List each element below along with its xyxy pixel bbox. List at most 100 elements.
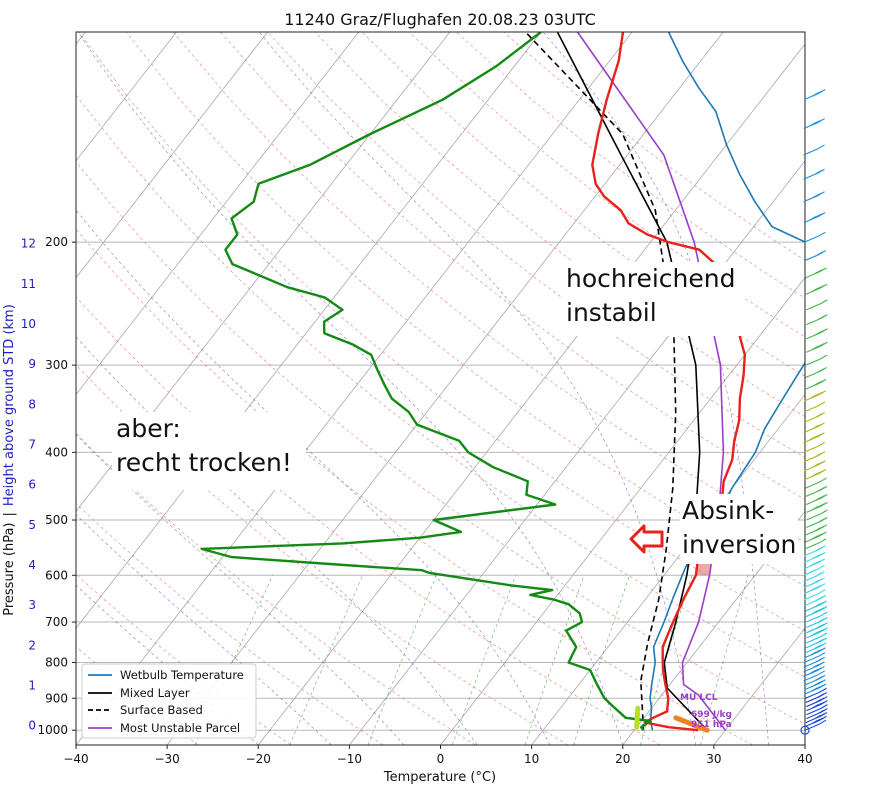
plot-frame	[75, 31, 806, 746]
x-tick-label: 10	[524, 752, 539, 766]
legend-label-most-unstable: Most Unstable Parcel	[120, 721, 240, 735]
x-tick-label: −10	[337, 752, 362, 766]
isotherm-line	[166, 32, 724, 745]
chart-series	[200, 32, 805, 732]
dry-adiabat	[76, 503, 384, 745]
wind-barb	[804, 594, 827, 606]
wind-barb	[804, 469, 827, 481]
chart-title: 11240 Graz/Flughafen 20.08.23 03UTC	[284, 10, 596, 29]
wind-barb	[803, 670, 825, 682]
isotherm-line	[76, 32, 633, 745]
wind-barb	[806, 517, 828, 529]
wind-barb	[806, 341, 828, 353]
wind-barb	[803, 441, 825, 453]
pressure-tick-label: 1000	[37, 723, 68, 737]
height-tick-label: 8	[28, 397, 36, 411]
wind-barb	[803, 583, 826, 595]
moist-adiabat	[76, 584, 259, 745]
surface-dewpoint-marker	[634, 705, 641, 730]
isotherm-line	[76, 32, 177, 162]
pressure-tick-label: 200	[45, 235, 68, 249]
moist-adiabat	[76, 336, 478, 745]
wind-barb	[806, 704, 828, 716]
moist-adiabat	[829, 32, 844, 745]
wind-barb	[806, 611, 828, 623]
wind-barb	[803, 144, 825, 156]
wind-barb	[805, 485, 828, 497]
wind-barb	[805, 531, 827, 543]
isotherm-line	[76, 32, 360, 396]
y-axis-label-height: Height above ground STD (km)	[2, 304, 17, 506]
height-tick-label: 1	[28, 678, 36, 692]
isotherm-line	[531, 393, 805, 745]
wind-barb	[805, 477, 827, 489]
dry-adiabat	[173, 32, 805, 543]
wind-barb	[806, 328, 828, 340]
wind-barbs	[800, 89, 828, 735]
wind-barb	[804, 545, 826, 557]
chart-legend: Wetbulb Temperature Mixed Layer Surface …	[81, 663, 257, 739]
wind-barb	[804, 460, 826, 472]
mixing-ratio-line	[573, 575, 630, 745]
isotherm-line	[76, 32, 268, 279]
height-tick-label: 4	[28, 558, 36, 572]
wind-barb	[803, 674, 826, 686]
annotation-unstable: hochreichend instabil	[562, 262, 744, 336]
pressure-tick-label: 600	[45, 568, 68, 582]
moist-adiabat	[76, 433, 405, 745]
series-dewpoint	[200, 32, 652, 731]
wind-barb	[806, 299, 828, 311]
x-tick-label: 30	[706, 752, 721, 766]
moist-adiabat	[542, 32, 769, 745]
wind-barb	[805, 600, 827, 612]
x-tick-label: −40	[63, 752, 88, 766]
mixing-ratio-line	[700, 575, 749, 745]
wind-barb	[804, 683, 827, 695]
parcel-markers	[634, 705, 710, 733]
isotherm-line	[349, 160, 805, 745]
wind-barb	[806, 622, 828, 634]
height-tick-label: 6	[28, 478, 36, 492]
pressure-tick-label: 800	[45, 656, 68, 670]
wind-barb	[804, 538, 827, 550]
wind-barb	[803, 577, 825, 589]
x-tick-label: −20	[246, 752, 271, 766]
wind-barb	[803, 89, 826, 101]
dry-adiabat	[76, 228, 753, 745]
wind-barb	[806, 616, 828, 628]
wind-barb	[805, 632, 828, 644]
mu-lcl-label: MU LCL	[680, 693, 718, 703]
isotherm-line	[622, 510, 805, 745]
wind-barb	[803, 118, 826, 130]
legend-label-surface-based: Surface Based	[120, 703, 203, 717]
dry-adiabat	[78, 32, 805, 632]
x-tick-label: 0	[437, 752, 445, 766]
height-tick-label: 10	[21, 317, 36, 331]
wind-barb	[805, 267, 827, 279]
pressure-tick-label: 900	[45, 691, 68, 705]
wind-barb	[803, 665, 825, 677]
height-tick-label: 12	[21, 237, 36, 251]
wind-barb	[805, 367, 827, 379]
wind-barb	[806, 314, 828, 326]
wind-barb	[803, 432, 825, 444]
mixing-ratio-line	[640, 575, 693, 745]
wind-barb	[806, 501, 828, 513]
dry-adiabat	[76, 161, 805, 725]
pressure-tick-label: 400	[45, 445, 68, 459]
wind-barb	[803, 551, 826, 563]
dry-adiabat	[125, 32, 805, 587]
chart-grid	[76, 32, 844, 745]
wind-barb	[806, 493, 828, 505]
wind-barb	[805, 606, 828, 618]
wind-barb	[804, 390, 826, 402]
mu-pressure-label: 951 hPa	[691, 720, 732, 730]
mixing-ratio-line	[289, 575, 364, 745]
height-tick-label: 5	[28, 518, 36, 532]
wind-barb	[804, 589, 826, 601]
pressure-tick-label: 500	[45, 513, 68, 527]
series-surface-based	[524, 32, 677, 731]
dry-adiabat	[408, 32, 805, 338]
wind-barb	[806, 700, 828, 712]
